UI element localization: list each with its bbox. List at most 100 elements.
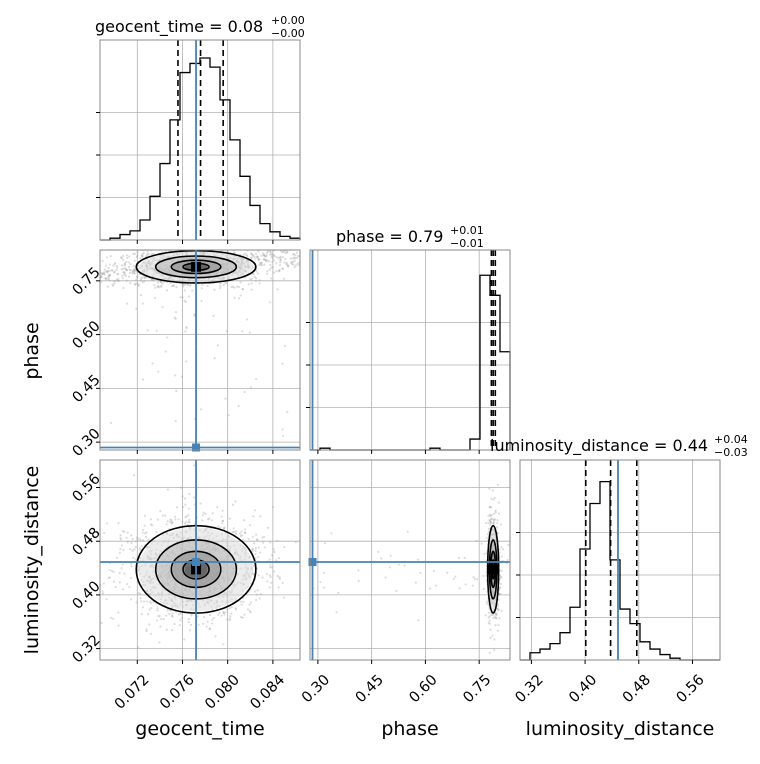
contour-line	[491, 559, 496, 580]
scatter-point	[169, 518, 172, 521]
scatter-point	[259, 593, 262, 596]
scatter-point	[232, 285, 235, 288]
scatter-point	[149, 523, 153, 526]
scatter-point	[192, 496, 195, 499]
scatter-point	[297, 254, 300, 258]
scatter-point	[108, 269, 111, 272]
scatter-point	[166, 520, 169, 523]
scatter-point	[289, 257, 292, 260]
scatter-point	[258, 282, 261, 285]
scatter-point	[103, 532, 106, 535]
scatter-point	[154, 286, 157, 289]
scatter-point	[189, 623, 193, 627]
scatter-point	[377, 550, 380, 553]
scatter-point	[496, 519, 499, 522]
scatter-point	[500, 609, 503, 612]
scatter-point	[268, 268, 271, 271]
scatter-point	[324, 541, 327, 545]
scatter-point	[258, 279, 261, 282]
scatter-point	[222, 283, 225, 287]
scatter-point	[249, 601, 252, 604]
title-luminosity-distance-sub: −0.03	[714, 446, 748, 459]
scatter-point	[500, 545, 503, 549]
scatter-point	[457, 556, 461, 560]
scatter-point	[111, 269, 114, 272]
scatter-point	[185, 520, 188, 523]
title-geocent-time: geocent_time = 0.08	[95, 17, 263, 37]
scatter-point	[171, 628, 174, 632]
scatter-point	[115, 264, 118, 268]
scatter-point	[141, 302, 144, 305]
scatter-point	[489, 515, 492, 518]
scatter-point	[187, 507, 191, 510]
scatter-point	[492, 512, 496, 515]
scatter-point	[242, 600, 245, 603]
scatter-point	[246, 608, 250, 611]
scatter-point	[102, 582, 106, 585]
scatter-point	[273, 550, 276, 553]
scatter-point	[122, 548, 125, 552]
scatter-point	[251, 253, 254, 256]
scatter-point	[263, 254, 266, 257]
panel-frame	[99, 39, 301, 241]
scatter-point	[210, 519, 214, 522]
x-axis-label-geocent-time: geocent_time	[135, 718, 264, 740]
scatter-point	[257, 258, 261, 261]
scatter-point	[105, 270, 108, 273]
scatter-point	[265, 572, 269, 576]
scatter-point	[446, 571, 449, 574]
scatter-point	[141, 528, 145, 532]
scatter-point	[178, 624, 181, 627]
scatter-point	[144, 535, 147, 538]
scatter-point	[131, 549, 134, 552]
scatter-point	[133, 283, 136, 286]
scatter-point	[134, 278, 138, 281]
truth-marker	[308, 558, 317, 567]
scatter-point	[110, 569, 113, 572]
scatter-point	[292, 253, 295, 256]
scatter-point	[131, 269, 135, 273]
scatter-point	[432, 569, 435, 573]
scatter-point	[183, 638, 186, 641]
scatter-point	[259, 261, 262, 265]
scatter-point	[134, 282, 137, 286]
scatter-point	[185, 325, 188, 329]
scatter-point	[237, 285, 241, 289]
scatter-point	[118, 581, 121, 584]
scatter-point	[234, 530, 238, 533]
scatter-point	[110, 269, 113, 272]
scatter-point	[491, 489, 494, 492]
scatter-point	[295, 251, 298, 254]
scatter-point	[249, 252, 253, 255]
scatter-point	[259, 261, 262, 265]
panel-frame	[309, 459, 511, 661]
scatter-point	[259, 551, 262, 554]
scatter-point	[389, 554, 392, 557]
scatter-point	[492, 616, 495, 620]
scatter-point	[275, 262, 278, 265]
scatter-point	[493, 638, 496, 641]
scatter-point	[183, 497, 187, 500]
scatter-point	[494, 509, 497, 512]
scatter-point	[241, 538, 245, 541]
scatter-point	[120, 268, 123, 271]
scatter-point	[160, 618, 163, 621]
scatter-point	[257, 574, 260, 577]
scatter-point	[243, 519, 246, 522]
scatter-point	[135, 540, 138, 543]
scatter-point	[283, 250, 286, 253]
scatter-point	[428, 587, 432, 590]
scatter-point	[262, 252, 265, 255]
scatter-point	[149, 518, 152, 521]
scatter-point	[132, 474, 136, 477]
scatter-point	[120, 256, 123, 259]
scatter-point	[268, 301, 272, 304]
scatter-point	[182, 284, 186, 287]
scatter-point	[108, 568, 111, 572]
scatter-point	[497, 608, 500, 611]
scatter-point	[120, 567, 123, 570]
scatter-point	[218, 611, 221, 614]
scatter-point	[221, 522, 224, 525]
scatter-point	[143, 275, 146, 279]
x-tick-label-geocent_time: 0.084	[248, 672, 289, 713]
